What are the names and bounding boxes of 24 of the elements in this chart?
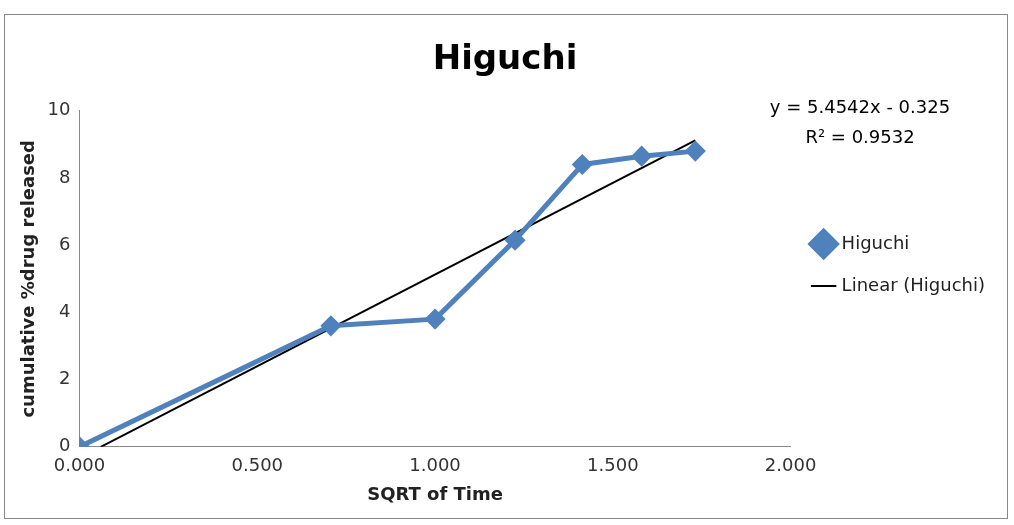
legend-label: Higuchi — [841, 231, 910, 253]
y-tick-label: 0 — [59, 434, 71, 456]
y-axis-title: cumulative %drug released — [17, 140, 39, 418]
y-tick-label: 4 — [59, 300, 71, 322]
x-tick-label: 2.000 — [764, 454, 817, 476]
chart-title: Higuchi — [432, 37, 578, 78]
y-tick-label: 10 — [47, 98, 71, 120]
x-axis-title: SQRT of Time — [367, 482, 503, 504]
y-tick-label: 6 — [59, 232, 71, 254]
x-tick-label: 0.500 — [231, 454, 284, 476]
x-tick-label: 1.000 — [409, 454, 461, 476]
point — [632, 146, 652, 166]
point — [685, 141, 705, 161]
annotation: y = 5.4542x - 0.325 — [769, 96, 951, 117]
point — [505, 230, 525, 250]
y-tick-label: 8 — [59, 165, 71, 187]
legend-label: Linear (Higuchi) — [841, 273, 986, 295]
text: R² = 0.9532 — [805, 126, 915, 147]
x-tick-label: 0.000 — [53, 454, 106, 476]
y-tick-label: 2 — [59, 367, 71, 389]
point — [321, 316, 341, 336]
point — [425, 309, 445, 329]
point — [572, 155, 592, 175]
x-tick-label: 1.500 — [587, 454, 639, 476]
